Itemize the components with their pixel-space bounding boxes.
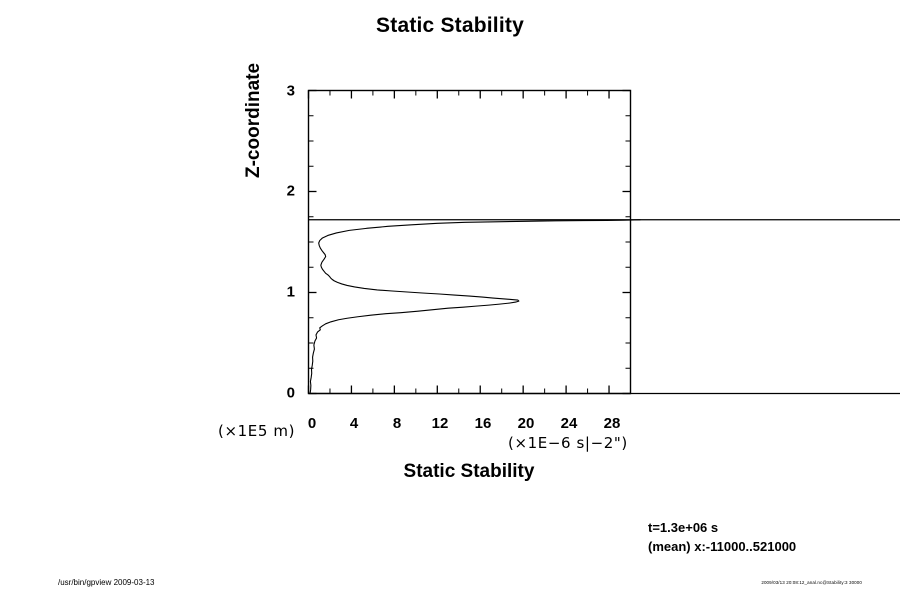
mean-range-annotation: (mean) x:-11000..521000 <box>648 539 797 554</box>
y-axis-unit-label: (×1E5 m) <box>218 422 296 440</box>
x-tick-label-0: 0 <box>307 415 317 432</box>
time-annotation: t=1.3e+06 s <box>648 520 719 535</box>
axis-ticks <box>307 89 631 395</box>
y-tick-label-2: 2 <box>286 182 295 200</box>
annotation-block: t=1.3e+06 s (mean) x:-11000..521000 <box>648 518 796 556</box>
extended-horizontal-lines <box>308 219 900 395</box>
y-tick-label-3: 3 <box>286 82 295 100</box>
x-axis-unit-label: (×1E−6 s|−2") <box>508 434 628 452</box>
x-tick-label-24: 24 <box>560 415 578 432</box>
x-tick-label-12: 12 <box>431 415 449 432</box>
x-axis-title: Static Stability <box>403 461 535 482</box>
y-tick-label-1: 1 <box>286 283 295 301</box>
static-stability-curve <box>309 219 641 395</box>
x-tick-label-20: 20 <box>517 415 535 432</box>
x-tick-label-16: 16 <box>474 415 492 432</box>
plot-frame <box>307 89 632 395</box>
page-title: Static Stability <box>376 14 524 37</box>
x-tick-label-8: 8 <box>392 415 402 432</box>
x-tick-label-4: 4 <box>349 415 359 432</box>
footer-command-label: /usr/bin/gpview 2009-03-13 <box>58 578 155 587</box>
x-tick-label-28: 28 <box>603 415 621 432</box>
y-tick-label-0: 0 <box>286 384 295 402</box>
footer-source-label: 2009/03/13 20:08:12_anal.nc@Stability:3 … <box>761 580 862 585</box>
